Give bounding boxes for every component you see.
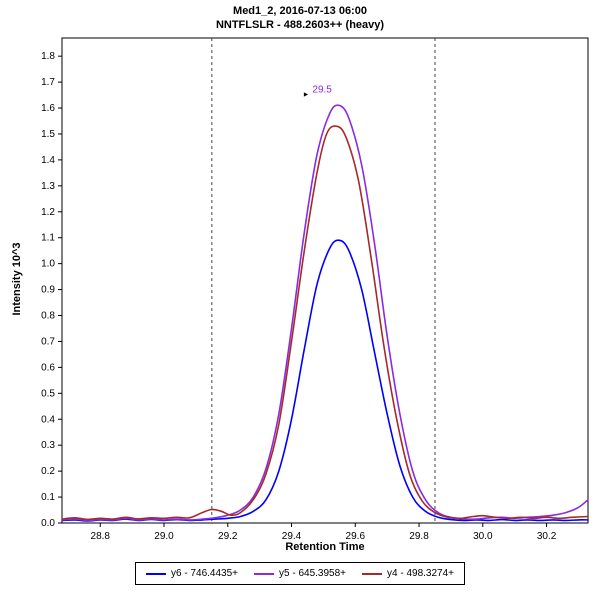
- x-tick-label: 29.2: [218, 531, 238, 542]
- legend-label-y4: y4 - 498.3274+: [387, 568, 454, 579]
- y-tick-label: 0.4: [41, 414, 55, 425]
- peak-pointer-icon: ►: [302, 91, 309, 98]
- x-tick-label: 30.0: [473, 531, 493, 542]
- x-axis-label: Retention Time: [285, 541, 365, 553]
- chromatogram-plot[interactable]: 0.0 0.1 0.2 0.3 0.4 0.5 0.6 0.7 0.8 0.9 1.0 1.1 1.2 1…: [0, 0, 600, 560]
- series-line-y4[interactable]: [61, 125, 589, 521]
- legend-item-y5: y5 - 645.3958+: [254, 568, 346, 579]
- chart-title: Med1_2, 2016-07-13 06:00: [233, 5, 367, 17]
- y-tick-label: 1.1: [41, 233, 55, 244]
- y-tick-label: 0.0: [41, 518, 55, 529]
- y-tick-label: 1.4: [41, 155, 55, 166]
- y-tick-label: 0.6: [41, 362, 55, 373]
- legend: y6 - 746.4435+ y5 - 645.3958+ y4 - 498.3…: [135, 562, 465, 585]
- legend-wrap: y6 - 746.4435+ y5 - 645.3958+ y4 - 498.3…: [0, 562, 600, 585]
- plot-border: [61, 37, 589, 524]
- y4-line-swatch: [362, 572, 382, 575]
- y-tick-label: 0.5: [41, 388, 55, 399]
- chart-subtitle: NNTFLSLR - 488.2603++ (heavy): [215, 19, 385, 31]
- y-tick-label: 0.9: [41, 285, 55, 296]
- y-tick-label: 1.7: [41, 77, 55, 88]
- y-tick-label: 1.2: [41, 207, 55, 218]
- y-tick-label: 1.6: [41, 103, 55, 114]
- x-tick-label: 29.4: [282, 531, 302, 542]
- x-tick-label: 29.6: [346, 531, 366, 542]
- legend-item-y6: y6 - 746.4435+: [146, 568, 238, 579]
- peak-rt-annotation[interactable]: 29.5: [312, 84, 332, 95]
- y-tick-label: 1.0: [41, 259, 55, 270]
- y-tick-label: 1.8: [41, 51, 55, 62]
- x-tick-label: 28.8: [91, 531, 111, 542]
- legend-label-y6: y6 - 746.4435+: [171, 568, 238, 579]
- y-tick-label: 0.3: [41, 440, 55, 451]
- y-tick-label: 1.5: [41, 129, 55, 140]
- x-tick-label: 29.8: [409, 531, 429, 542]
- x-tick-label: 29.0: [154, 531, 174, 542]
- y5-line-swatch: [254, 572, 274, 575]
- legend-item-y4: y4 - 498.3274+: [362, 568, 454, 579]
- y-tick-label: 0.1: [41, 492, 55, 503]
- legend-label-y5: y5 - 645.3958+: [279, 568, 346, 579]
- x-tick-label: 30.2: [537, 531, 557, 542]
- y-tick-label: 0.7: [41, 336, 55, 347]
- y-tick-label: 0.8: [41, 311, 55, 322]
- y6-line-swatch: [146, 572, 166, 575]
- y-tick-label: 1.3: [41, 181, 55, 192]
- y-tick-label: 0.2: [41, 466, 55, 477]
